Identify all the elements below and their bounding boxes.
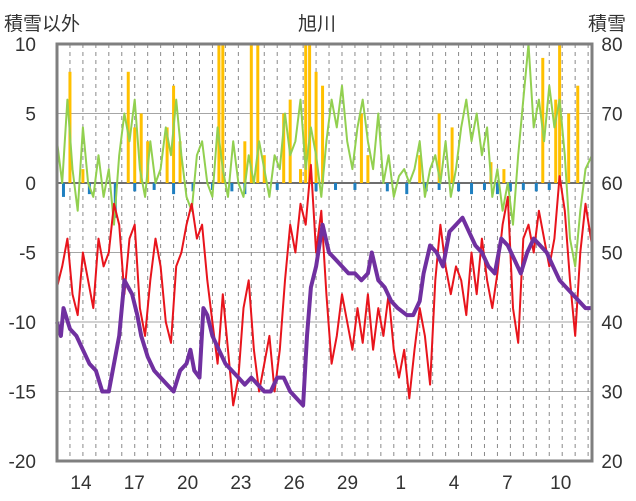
precip-bar [165,127,169,183]
precip-bar [567,113,571,183]
left-axis-label: 積雪以外 [4,14,81,35]
precip-bar [521,183,525,190]
precip-bar [437,113,441,183]
precip-bar [353,183,357,190]
precip-bar [172,183,176,195]
precip-bar [139,113,143,183]
right-tick-label: 40 [601,313,622,334]
right-tick-label: 20 [601,452,622,473]
precip-bar [256,44,260,183]
precip-bar [534,183,538,192]
precip-bar [457,183,461,192]
chart-title: 旭川 [298,14,337,35]
precip-bar [275,183,279,190]
x-tick-label: 20 [177,473,198,494]
temperature-line [56,163,593,407]
precip-bar [482,183,486,190]
precip-bar [308,44,312,183]
precip-bar [418,155,422,183]
precip-bar [152,183,156,190]
right-tick-label: 70 [601,105,622,126]
x-tick-label: 23 [230,473,251,494]
left-tick-label: 5 [25,105,36,126]
x-tick-label: 14 [70,473,92,494]
left-tick-label: -20 [9,452,36,473]
precip-bar [126,71,130,183]
x-tick-label: 7 [502,473,513,494]
x-tick-label: 4 [449,473,460,494]
precip-bar [230,183,234,192]
precip-bar [249,44,253,183]
right-axis-label: 積雪 [588,14,627,35]
left-tick-label: -10 [9,313,36,334]
right-tick-label: 30 [601,383,622,404]
precip-bar [61,183,65,197]
precip-bar [554,99,558,183]
precip-bar [558,44,562,183]
x-tick-label: 26 [284,473,305,494]
precip-bar [385,183,389,192]
right-tick-label: 50 [601,244,622,265]
precip-bar [437,183,441,190]
precip-bar [450,127,454,183]
left-tick-label: -5 [19,244,36,265]
precip-bar [243,141,247,183]
x-tick-label: 29 [337,473,358,494]
precip-bar [133,183,137,192]
precip-bar [282,113,286,183]
left-tick-label: -15 [9,383,36,404]
precip-bar [321,85,325,183]
precip-bar [541,57,545,183]
precip-bar [334,183,338,190]
right-tick-label: 60 [601,174,622,195]
precip-bar [366,155,370,183]
precip-bar [314,71,318,183]
precip-bar [576,85,580,183]
precip-bar [217,44,221,183]
x-tick-label: 10 [550,473,571,494]
precip-bar [502,169,506,183]
plot-frame [55,42,594,463]
snow_depth-line [55,215,592,408]
right-tick-label: 80 [601,35,622,56]
x-tick-label: 1 [396,473,407,494]
precip-bar [508,183,512,192]
precip-bar [133,127,137,183]
precip-bar [288,99,292,183]
precip-bar [495,183,499,195]
precip-bar [304,44,308,183]
precip-bar [178,141,182,183]
precip-bar [314,183,318,192]
precip-bar [359,113,363,183]
precip-bar [221,44,225,183]
precip-bar [547,183,551,190]
chart-series-lines [55,43,593,408]
left-tick-label: 0 [25,174,36,195]
precip-bar [470,183,474,195]
left-tick-label: 10 [15,35,36,56]
precip-bar [299,169,303,183]
dewpoint-line [56,43,593,268]
precip-bar [81,169,85,183]
x-tick-label: 17 [124,473,145,494]
precip-bar [405,183,409,195]
